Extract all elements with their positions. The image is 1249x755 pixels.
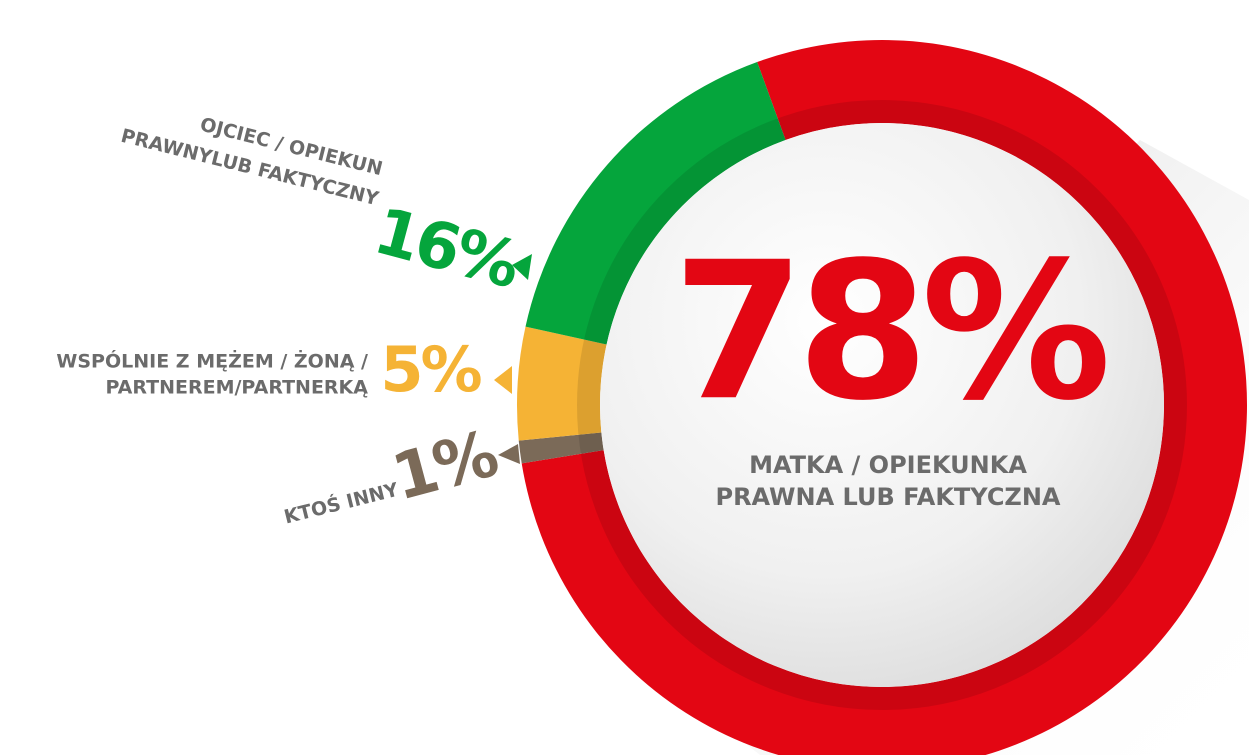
category-label: PRAWNA LUB FAKTYCZNA — [715, 483, 1060, 511]
pointer — [498, 444, 520, 464]
category-label: WSPÓLNIE Z MĘŻEM / ŻONĄ / — [56, 349, 368, 373]
value-label: 16% — [367, 194, 527, 303]
value-label: 78% — [673, 221, 1106, 442]
ring-inner-band — [577, 100, 1187, 710]
category-label: MATKA / OPIEKUNKA — [749, 451, 1027, 479]
slice — [525, 62, 786, 345]
slice — [517, 326, 607, 441]
value-label: 5% — [380, 333, 481, 406]
category-label: PARTNEREM/PARTNERKĄ — [105, 377, 368, 399]
ring — [517, 40, 1247, 755]
pointer — [512, 254, 532, 280]
category-label: KTOŚ INNY — [281, 477, 400, 529]
pointer — [494, 366, 512, 394]
inner-circle — [600, 123, 1164, 687]
slice — [518, 432, 604, 464]
value-label: 1% — [385, 417, 505, 516]
